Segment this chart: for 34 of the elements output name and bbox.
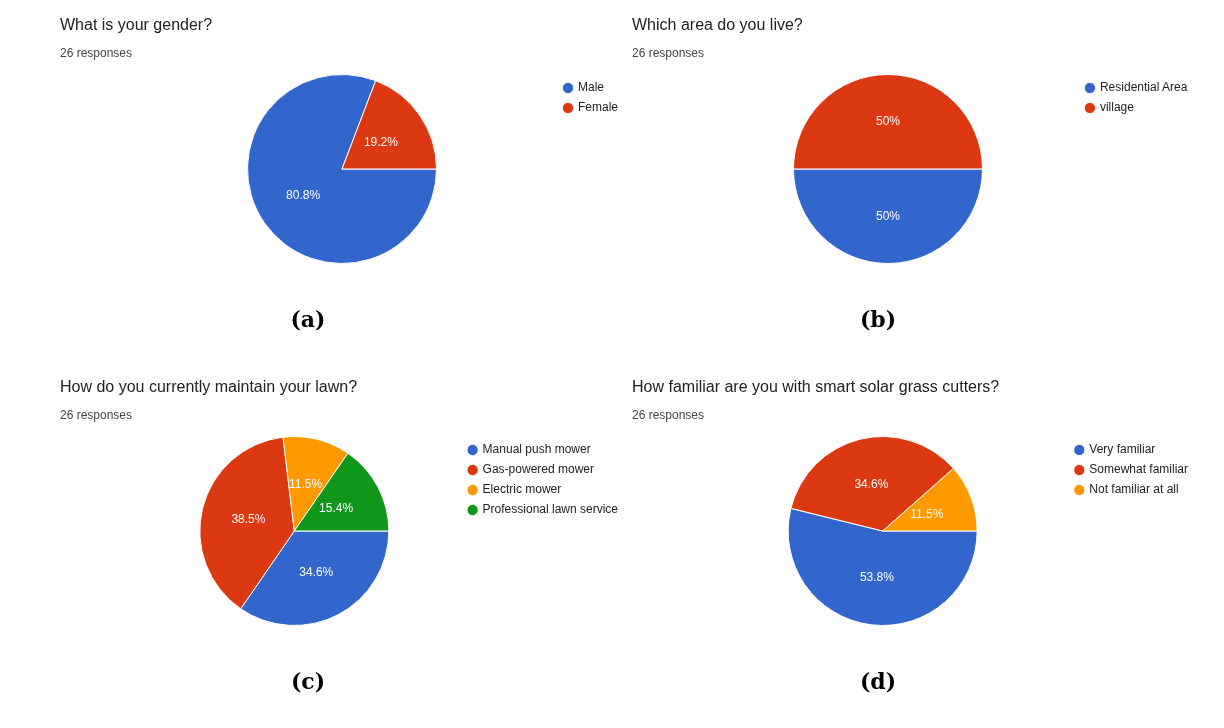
legend-label: Male [577,80,605,95]
chart-title: Which area do you live? [632,16,804,34]
legend-label: Residential Area [1099,80,1188,95]
data-label: 19.2% [363,134,399,149]
text: (a) [289,306,327,332]
chart-title: How familiar are you with smart solar grass cutters? [632,378,1001,396]
chart-title: How do you currently maintain your lawn? [60,378,359,396]
legend-label: village [1099,100,1135,115]
text: (b) [858,306,898,332]
text: 26 responses [632,46,706,60]
text: (d) [858,668,898,694]
legend-label: Electric mower [482,482,562,497]
data-label: 11.5% [910,506,944,521]
data-label: 50% [875,208,901,223]
data-label: 34.6% [854,477,889,492]
text: 26 responses [60,408,134,422]
data-label: 50% [875,114,901,129]
data-label: 11.5% [289,477,323,492]
text: 26 responses [632,408,706,422]
chart-title: What is your gender? [60,16,214,34]
data-label: 53.8% [859,570,895,585]
legend-label: Not familiar at all [1089,482,1179,497]
data-label: 34.6% [299,565,334,580]
legend-label: Female [577,100,619,115]
data-label: 15.4% [319,501,354,516]
data-label: 38.5% [231,511,266,526]
legend-label: Gas-powered mower [482,462,594,477]
data-label: 80.8% [286,188,321,203]
legend-label: Very familiar [1089,442,1156,457]
legend-label: Manual push mower [482,442,591,457]
text: (c) [289,668,327,694]
legend-label: Somewhat familiar [1089,462,1188,477]
legend-label: Professional lawn service [482,502,619,517]
text: 26 responses [60,46,134,60]
